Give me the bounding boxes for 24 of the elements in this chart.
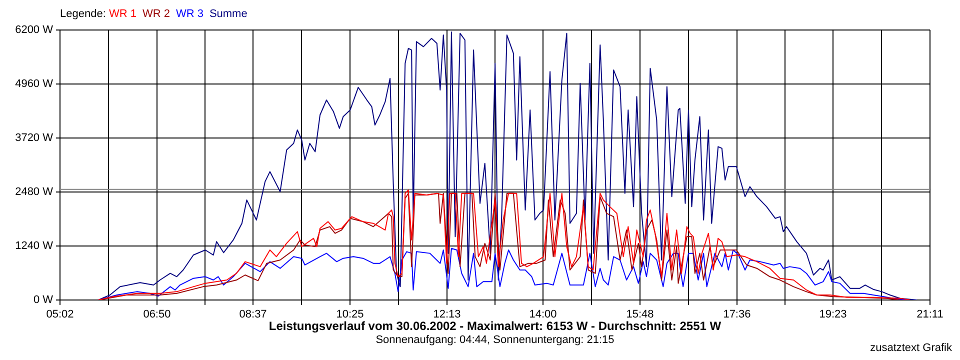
text: Leistungsverlauf vom 30.06.2002 - Maximalwert: 6153 W - Durchschnitt: 2551 W (268, 319, 722, 333)
y-tick-label: 6200 W (15, 24, 54, 36)
text: WR 2 (142, 8, 170, 20)
x-tick-label: 17:36 (723, 308, 751, 321)
text: zusatztext Grafik (870, 342, 952, 354)
y-tick-label: 3720 W (15, 132, 54, 144)
y-tick-label: 4960 W (15, 78, 54, 90)
legend-title: Legende: (60, 8, 107, 20)
x-tick-label: 10:25 (336, 308, 364, 321)
text: WR 3 (176, 8, 204, 20)
text: Sonnenaufgang: 04:44, Sonnenuntergang: 21:15 (376, 334, 614, 346)
x-tick-label: 14:00 (529, 308, 557, 321)
x-tick-label: 12:13 (433, 308, 461, 321)
x-tick-label: 19:23 (819, 308, 847, 321)
x-tick-label: 08:37 (239, 308, 267, 321)
y-tick-label: 2480 W (15, 186, 54, 198)
text: WR 1 (108, 8, 136, 20)
x-tick-label: 06:50 (143, 308, 171, 321)
x-tick-label: 15:48 (626, 308, 654, 321)
text: Summe (209, 8, 248, 20)
y-tick-label: 1240 W (15, 240, 54, 252)
x-tick-label: 05:02 (46, 308, 74, 321)
x-tick-label: 21:11 (916, 308, 944, 321)
y-tick-label: 0 W (33, 294, 54, 306)
